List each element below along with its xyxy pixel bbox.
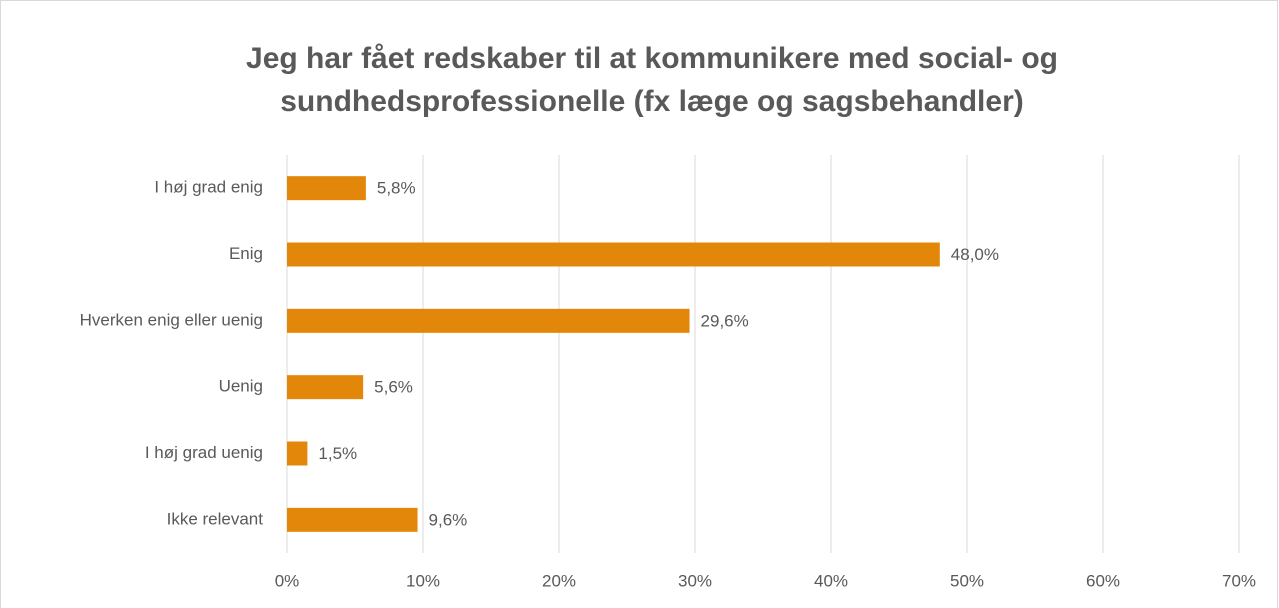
- x-tick-label: 50%: [950, 571, 984, 590]
- bar: [287, 308, 690, 333]
- y-tick-label: Hverken enig eller uenig: [80, 310, 263, 329]
- chart-title: sundhedsprofessionelle (fx læge og sagsb…: [280, 85, 1023, 118]
- y-tick-label: Uenig: [219, 377, 263, 396]
- chart-title: Jeg har fået redskaber til at kommuniker…: [246, 42, 1058, 75]
- bar: [287, 507, 418, 532]
- x-tick-label: 60%: [1086, 571, 1120, 590]
- data-label: 48,0%: [951, 245, 999, 264]
- x-tick-label: 20%: [542, 571, 576, 590]
- data-label: 9,6%: [429, 510, 468, 529]
- x-tick-label: 0%: [275, 571, 300, 590]
- bar: [287, 242, 940, 267]
- x-tick-label: 30%: [678, 571, 712, 590]
- bar: [287, 441, 308, 466]
- data-label: 29,6%: [701, 311, 749, 330]
- data-label: 5,8%: [377, 179, 416, 198]
- x-tick-label: 10%: [406, 571, 440, 590]
- y-tick-label: Ikke relevant: [167, 509, 264, 528]
- data-label: 5,6%: [374, 378, 413, 397]
- x-tick-label: 40%: [814, 571, 848, 590]
- bar: [287, 176, 366, 201]
- y-tick-label: I høj grad enig: [154, 178, 263, 197]
- y-tick-label: I høj grad uenig: [145, 443, 263, 462]
- x-tick-label: 70%: [1222, 571, 1256, 590]
- data-label: 1,5%: [318, 444, 357, 463]
- y-tick-label: Enig: [229, 244, 263, 263]
- bar: [287, 375, 364, 400]
